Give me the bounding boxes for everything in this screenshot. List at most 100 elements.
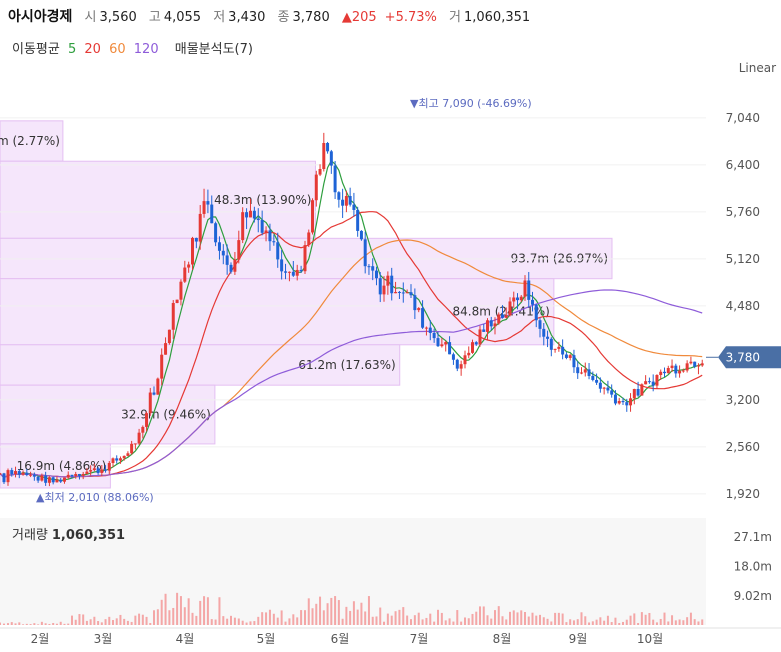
volume-label: 거 (449, 10, 461, 25)
x-tick-label: 7월 (410, 632, 429, 646)
volume-bar (341, 618, 344, 625)
volume-bar (637, 623, 640, 625)
volume-bars-group (0, 592, 704, 625)
candle-body (104, 469, 108, 471)
last-price-label: 3,780 (726, 350, 760, 364)
x-tick-label: 5월 (257, 632, 276, 646)
candle-body (280, 259, 284, 272)
open-value: 3,560 (99, 10, 137, 25)
volume-bar (437, 609, 439, 625)
volume-bar (222, 616, 225, 625)
volume-bar (214, 619, 217, 625)
volume-bar (40, 621, 43, 625)
candle-body (0, 473, 2, 475)
volume-bar (546, 618, 549, 625)
candle-body (287, 271, 291, 273)
candle-body (214, 223, 218, 243)
moving-average-legend[interactable]: 이동평균 5 20 60 120 매물분석도(7) (12, 38, 257, 57)
axes-group: 7,040 6,400 5,760 5,120 4,480 3,200 2,560 1,920… (31, 61, 776, 646)
volume-profile-label: 매물분석도(7) (174, 42, 253, 57)
volume-bar (195, 615, 198, 625)
candle-body (59, 479, 63, 482)
candle-body (10, 470, 14, 475)
candle-body (463, 355, 467, 365)
volume-bar (164, 593, 167, 625)
candle-body (636, 388, 640, 396)
volume-bar (622, 621, 624, 625)
candle-body (32, 474, 36, 477)
candle-body (333, 165, 337, 193)
candle-body (194, 237, 198, 242)
volume-bar (689, 612, 692, 625)
candle-body (245, 212, 249, 218)
candle-body (613, 394, 617, 404)
volume-bar (539, 614, 541, 625)
candle-body (432, 332, 436, 339)
volume-bar (471, 613, 474, 625)
volume-profile-label: 16.9m (4.86%) (17, 459, 107, 473)
change-pct: +5.73% (384, 10, 437, 25)
volume-bar (693, 619, 696, 625)
candle-body (542, 328, 546, 337)
candle-body (6, 470, 10, 483)
volume-bar (371, 616, 374, 625)
low-value: 3,430 (228, 10, 266, 25)
volume-bar (527, 616, 530, 625)
volume-bar (78, 614, 81, 625)
last-price-tag[interactable] (718, 346, 781, 369)
volume-bar (280, 610, 283, 625)
candle-body (17, 471, 21, 475)
volume-bar (659, 618, 662, 625)
volume-bar (138, 613, 141, 625)
volume-bar (315, 603, 318, 625)
candle-body (51, 477, 55, 483)
candle-body (252, 210, 256, 219)
volume-bar (421, 619, 424, 625)
volume-bar (37, 624, 40, 625)
candle-body (523, 280, 527, 297)
high-annotation: ▼최고 7,090 (-46.69%) (410, 97, 532, 110)
volume-bar (237, 618, 240, 625)
volume-bar (448, 618, 451, 625)
candle-body (276, 242, 280, 260)
volume-bar (67, 623, 70, 625)
volume-bar (561, 613, 564, 625)
candle-body (363, 239, 367, 267)
candle-body (66, 474, 70, 478)
candle-body (440, 344, 444, 347)
x-tick-label: 3월 (94, 632, 113, 646)
y-tick-label: 5,120 (726, 252, 760, 266)
volume-bar (512, 610, 515, 625)
volume-bar (276, 617, 279, 625)
candle-body (409, 292, 413, 296)
volume-bar (191, 612, 194, 625)
y-tick-label: 4,480 (726, 299, 760, 313)
volume-bar (352, 601, 355, 625)
candle-body (171, 302, 175, 330)
stock-name[interactable]: 아시아경제 (8, 9, 73, 25)
volume-bar (156, 609, 159, 625)
candle-body (632, 388, 636, 399)
candle-body (655, 375, 659, 386)
candle-body (152, 392, 156, 395)
volume-bar (112, 620, 114, 625)
volume-bar (14, 623, 17, 625)
volume-bar (663, 612, 666, 625)
low-annotation: ▲최저 2,010 (88.06%) (36, 491, 154, 504)
candle-body (229, 264, 233, 272)
scale-label[interactable]: Linear (739, 61, 776, 75)
volume-bar (576, 619, 579, 625)
volume-bar (475, 611, 478, 625)
volume-bar (74, 619, 77, 625)
volume-bar (123, 618, 126, 625)
candle-body (29, 474, 33, 476)
candle-body (390, 275, 394, 294)
candle-body (122, 455, 126, 459)
volume-bar (580, 612, 583, 625)
volume-bar (18, 622, 21, 625)
candle-body (591, 375, 595, 380)
candle-body (164, 343, 168, 355)
candle-body (111, 458, 115, 464)
candle-body (606, 387, 610, 391)
